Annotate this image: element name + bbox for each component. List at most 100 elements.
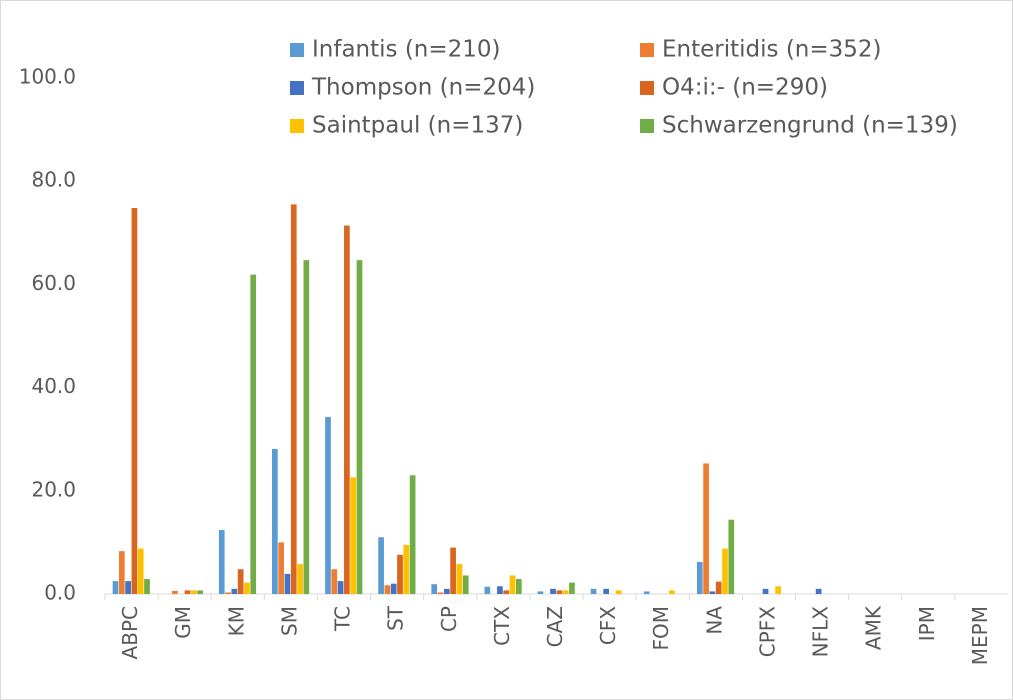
bar xyxy=(550,588,556,594)
legend-swatch xyxy=(290,119,304,133)
bar xyxy=(112,581,119,594)
bar xyxy=(431,584,438,594)
bar xyxy=(231,588,238,594)
bar xyxy=(456,564,463,594)
x-tick-label: CP xyxy=(437,606,461,632)
x-tick-label: NFLX xyxy=(809,606,833,658)
bar xyxy=(331,569,338,594)
legend-label: Infantis (n=210) xyxy=(312,37,501,63)
bar xyxy=(443,588,450,594)
bar xyxy=(503,590,510,594)
bar xyxy=(325,417,331,594)
x-tick-label: SM xyxy=(277,606,301,636)
y-tick-label: 80.0 xyxy=(31,168,76,192)
bar xyxy=(237,569,244,594)
bar xyxy=(722,548,728,594)
x-tick-label: KM xyxy=(224,606,248,636)
bar xyxy=(390,583,397,594)
bar xyxy=(815,588,822,594)
x-tick-label: CAZ xyxy=(543,606,567,647)
bar xyxy=(537,591,544,594)
bar xyxy=(715,581,722,594)
x-tick-label: ABPC xyxy=(118,606,142,659)
bar xyxy=(509,575,516,594)
legend-label: Enteritidis (n=352) xyxy=(662,37,882,63)
legend-swatch xyxy=(290,43,304,57)
bar xyxy=(515,579,522,594)
x-tick-label: NA xyxy=(702,606,726,635)
bar xyxy=(272,449,278,594)
legend-swatch xyxy=(290,81,304,95)
y-tick-label: 20.0 xyxy=(31,477,76,501)
bar xyxy=(244,582,250,594)
bar xyxy=(137,548,144,594)
bar xyxy=(125,581,131,594)
bar xyxy=(450,547,456,594)
y-tick-label: 60.0 xyxy=(31,271,76,295)
legend-label: Saintpaul (n=137) xyxy=(312,113,523,139)
bar xyxy=(590,588,597,594)
bar xyxy=(378,537,384,594)
bar xyxy=(728,519,735,594)
bar xyxy=(384,585,391,594)
bar xyxy=(484,586,491,594)
bar xyxy=(762,588,769,594)
bar xyxy=(118,551,125,594)
bar xyxy=(462,575,469,594)
bar xyxy=(775,586,781,594)
legend-swatch xyxy=(640,119,654,133)
bar xyxy=(562,590,569,594)
bar xyxy=(297,564,303,594)
bar xyxy=(643,591,650,594)
x-tick-label: CPFX xyxy=(755,606,779,658)
legend-label: O4:i:- (n=290) xyxy=(662,75,828,101)
x-tick-label: MEPM xyxy=(968,606,992,665)
bar xyxy=(278,542,285,594)
bar xyxy=(144,579,150,594)
bar xyxy=(696,562,703,594)
bar xyxy=(409,475,416,594)
bar xyxy=(290,204,297,595)
y-tick-label: 40.0 xyxy=(31,374,76,398)
bar xyxy=(350,477,357,594)
bar xyxy=(131,208,138,595)
x-tick-label: CFX xyxy=(596,606,620,645)
bar xyxy=(669,590,675,594)
bar xyxy=(569,582,575,594)
bar xyxy=(556,590,563,594)
bar xyxy=(250,274,257,594)
bar xyxy=(218,530,225,594)
bar xyxy=(403,544,410,594)
bar xyxy=(284,573,291,594)
bar xyxy=(303,260,310,594)
y-tick-label: 100.0 xyxy=(19,65,76,89)
bar xyxy=(615,590,622,594)
bar xyxy=(337,581,344,594)
x-tick-label: CTX xyxy=(490,606,514,646)
bar xyxy=(344,225,350,595)
bar xyxy=(190,590,197,594)
bar xyxy=(437,592,444,594)
legend-swatch xyxy=(640,81,654,95)
bar xyxy=(709,591,716,594)
bar xyxy=(603,588,610,594)
y-tick-label: 0.0 xyxy=(44,581,76,605)
bar xyxy=(184,590,191,594)
legend-swatch xyxy=(640,43,654,57)
x-tick-label: GM xyxy=(171,606,195,639)
bar xyxy=(497,586,503,594)
bar xyxy=(356,260,363,594)
x-tick-label: TC xyxy=(331,606,355,632)
bar xyxy=(172,590,178,594)
bar xyxy=(397,554,403,594)
x-tick-label: IPM xyxy=(915,606,939,641)
bar xyxy=(225,592,231,594)
bar xyxy=(197,590,203,594)
legend-label: Thompson (n=204) xyxy=(311,75,535,101)
legend-label: Schwarzengrund (n=139) xyxy=(662,113,958,139)
bar xyxy=(703,463,709,594)
x-tick-label: AMK xyxy=(862,605,886,650)
x-tick-label: FOM xyxy=(649,606,673,651)
